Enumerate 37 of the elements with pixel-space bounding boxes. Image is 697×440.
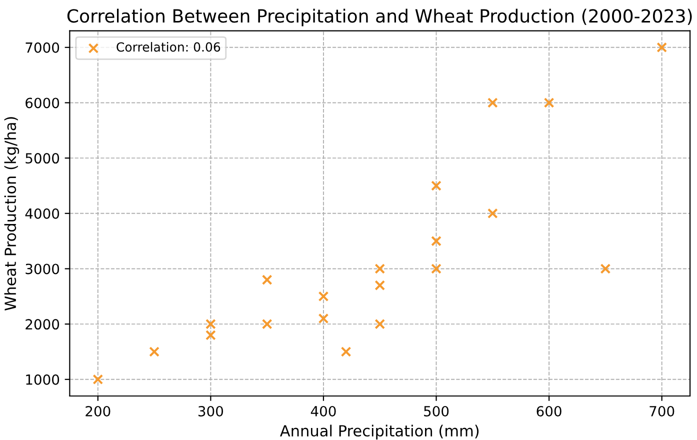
x-tick-label: 200 [86,406,110,416]
point [262,274,272,286]
point [149,346,160,357]
y-tick-label: 2000 [26,319,60,330]
y-tick-label: 1000 [26,374,60,385]
y-tick-label: 5000 [26,153,60,164]
y-tick-label: 6000 [26,98,60,108]
x-tick-label: 500 [424,406,449,416]
x-tick-label: 700 [650,406,674,416]
point [431,264,442,274]
point [600,264,611,274]
legend-label: Correlation: 0.06 [116,42,220,52]
point [262,318,272,330]
point [374,318,386,330]
y-tick-label: 4000 [25,208,60,219]
point [431,180,442,191]
point [487,98,498,108]
y-tick-label: 7000 [26,42,60,53]
point [656,42,668,53]
point [340,346,352,357]
point [487,208,498,219]
x-tick-label: 400 [310,406,336,416]
point [205,318,216,330]
chart-title: Correlation Between Precipitation and Wheat Production (2000-2023) [67,8,692,26]
point [92,374,104,385]
x-axis-title: Annual Precipitation (mm) [280,424,479,440]
point [431,236,442,246]
y-tick-label: 3000 [26,264,60,274]
point [544,98,554,108]
point [374,264,386,274]
point [374,280,386,291]
point [318,291,329,302]
x-tick-label: 300 [198,406,224,416]
y-axis-title: Wheat Production (kg/ha) [4,117,20,310]
x-tick-label: 600 [536,406,562,416]
point [318,313,329,324]
point [205,330,216,340]
